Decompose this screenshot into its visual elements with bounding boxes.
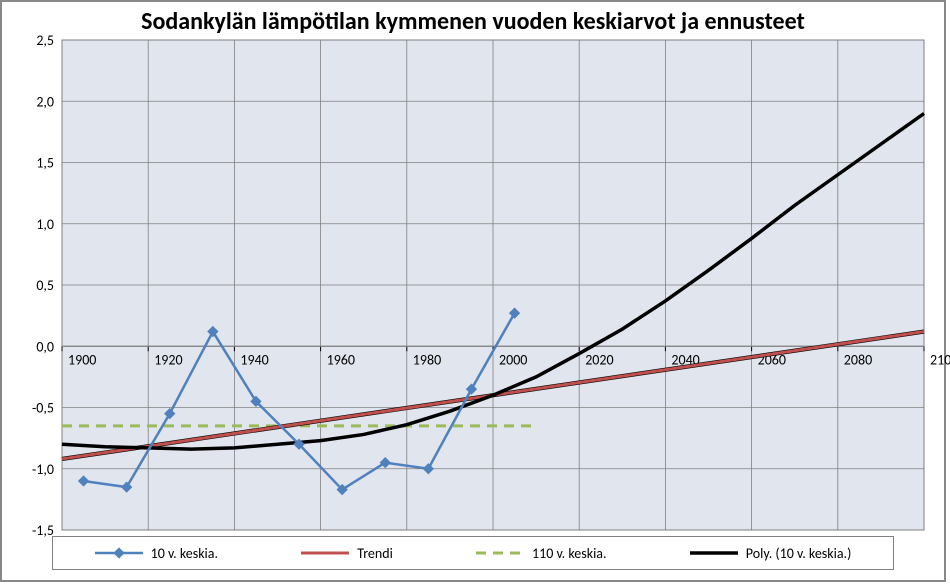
legend-label-poly: Poly. (10 v. keskia.) bbox=[746, 545, 852, 562]
legend-swatch-10v bbox=[95, 543, 143, 563]
legend-label-110v: 110 v. keskia. bbox=[532, 545, 607, 562]
svg-text:1,5: 1,5 bbox=[36, 154, 54, 171]
legend-item-trend: Trendi bbox=[301, 543, 393, 563]
legend-item-110v: 110 v. keskia. bbox=[476, 543, 607, 563]
legend-label-10v: 10 v. keskia. bbox=[151, 545, 218, 562]
svg-text:-1,5: -1,5 bbox=[32, 522, 54, 539]
svg-text:2080: 2080 bbox=[844, 351, 872, 368]
svg-text:-0,5: -0,5 bbox=[32, 399, 54, 416]
svg-text:-1,0: -1,0 bbox=[32, 460, 54, 477]
svg-text:1940: 1940 bbox=[240, 351, 268, 368]
plot-area: -1,5-1,0-0,50,00,51,01,52,02,51900192019… bbox=[62, 40, 924, 530]
chart-title: Sodankylän lämpötilan kymmenen vuoden ke… bbox=[12, 8, 934, 36]
svg-text:2000: 2000 bbox=[499, 351, 527, 368]
legend-label-trend: Trendi bbox=[357, 545, 393, 562]
svg-text:2100: 2100 bbox=[930, 351, 950, 368]
svg-text:1980: 1980 bbox=[413, 351, 441, 368]
legend-item-poly: Poly. (10 v. keskia.) bbox=[690, 543, 852, 563]
legend-swatch-poly bbox=[690, 543, 738, 563]
legend-item-10v: 10 v. keskia. bbox=[95, 543, 218, 563]
svg-text:2,0: 2,0 bbox=[36, 93, 54, 110]
svg-text:1960: 1960 bbox=[327, 351, 355, 368]
svg-text:2020: 2020 bbox=[585, 351, 613, 368]
legend-swatch-110v bbox=[476, 543, 524, 563]
plot-svg: -1,5-1,0-0,50,00,51,01,52,02,51900192019… bbox=[62, 40, 924, 530]
chart-frame: Sodankylän lämpötilan kymmenen vuoden ke… bbox=[0, 0, 946, 582]
svg-text:1900: 1900 bbox=[68, 351, 96, 368]
svg-text:1,0: 1,0 bbox=[36, 215, 54, 232]
svg-text:1920: 1920 bbox=[154, 351, 182, 368]
svg-text:2,5: 2,5 bbox=[36, 32, 54, 49]
svg-text:0,5: 0,5 bbox=[36, 277, 54, 294]
title-area: Sodankylän lämpötilan kymmenen vuoden ke… bbox=[2, 2, 944, 36]
legend: 10 v. keskia. Trendi 110 v. keskia. Poly… bbox=[52, 536, 894, 570]
legend-swatch-trend bbox=[301, 543, 349, 563]
svg-text:0,0: 0,0 bbox=[36, 338, 54, 355]
